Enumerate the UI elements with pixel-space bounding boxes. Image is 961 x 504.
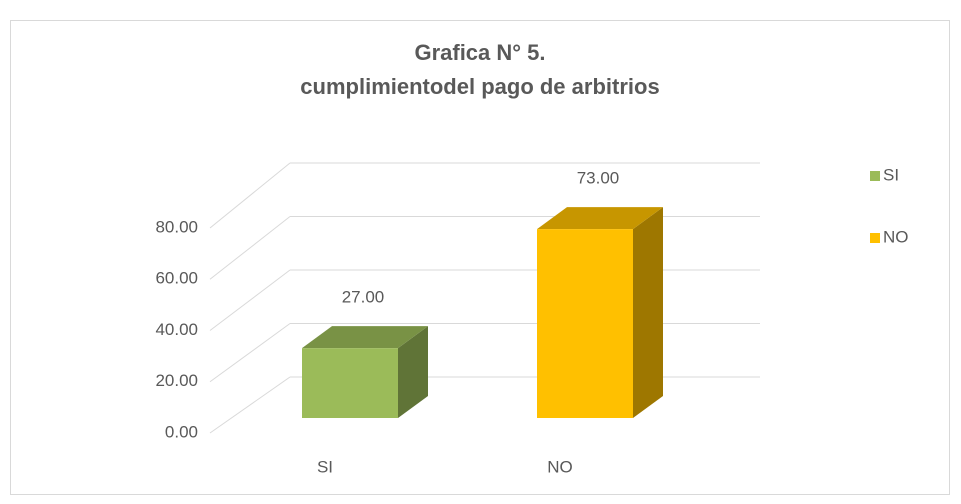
bar-top: [302, 326, 428, 349]
y-tick-label: 0.00: [165, 422, 198, 441]
y-tick-label: 40.00: [155, 320, 198, 339]
x-tick-label: SI: [317, 457, 333, 476]
grid-line: [209, 162, 291, 229]
grid-line: [209, 216, 291, 280]
bar: [537, 229, 633, 418]
bar-side: [633, 207, 663, 418]
legend-label: SI: [883, 165, 899, 184]
value-label: 73.00: [577, 169, 620, 188]
y-tick-label: 80.00: [155, 217, 198, 236]
bar: [302, 348, 398, 418]
legend-swatch: [870, 171, 880, 181]
value-label: 27.00: [342, 288, 385, 307]
y-tick-label: 20.00: [155, 371, 198, 390]
bar-top: [537, 207, 663, 230]
chart-subtitle: cumplimientodel pago de arbitrios: [300, 74, 659, 99]
x-tick-label: NO: [547, 457, 573, 476]
chart-title: Grafica N° 5.: [414, 40, 545, 65]
bar-side: [398, 326, 428, 418]
chart-border: [10, 20, 950, 495]
legend-label: NO: [883, 227, 909, 246]
grid-line: [209, 376, 291, 434]
grid-line: [209, 323, 291, 383]
grid-line: [209, 269, 291, 331]
y-tick-label: 60.00: [155, 269, 198, 288]
legend-swatch: [870, 233, 880, 243]
